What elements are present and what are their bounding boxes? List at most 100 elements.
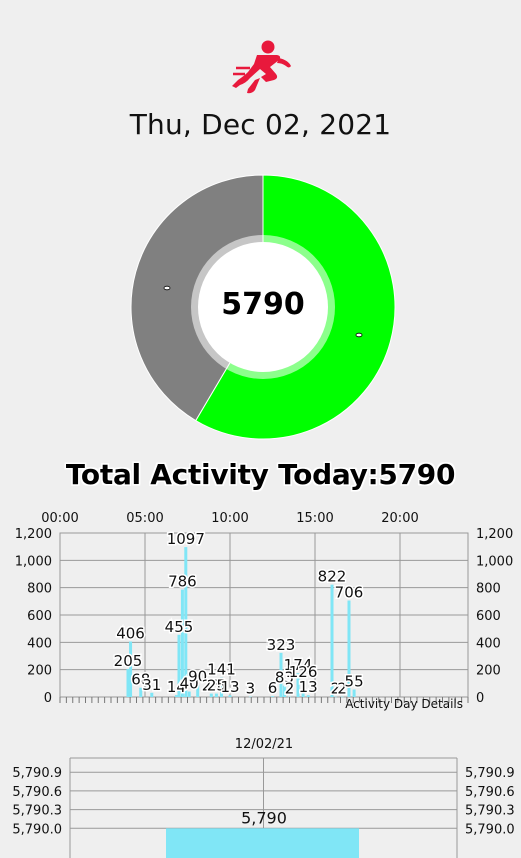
activity-bar (330, 584, 334, 697)
bar-value-label: 14 (167, 678, 186, 696)
y-tick-label-left: 1,200 (15, 527, 52, 542)
bar-value-label: 55 (345, 672, 364, 690)
bar-value-label: 786 (168, 573, 197, 591)
daily-total-bar-chart[interactable]: 12/02/21 5,790 5,790.0 5,790.05,790.3 5,79… (0, 735, 521, 858)
activity-bar (248, 696, 252, 698)
bar-value-label: 706 (335, 584, 364, 602)
bar-value-label: 126 (289, 663, 318, 681)
y-tick-label-left: 800 (27, 582, 52, 597)
chart-bars: 5,790 (166, 808, 359, 858)
bar-value-label: 455 (165, 618, 194, 636)
y-tick-label-left: 5,790.3 (12, 804, 62, 819)
y-tick-label-left: 5,790.0 (12, 822, 62, 837)
bar-value-label: 6 (268, 679, 278, 697)
activity-bar (333, 696, 337, 698)
chart-grid (59, 532, 469, 698)
donut-hole (198, 242, 328, 372)
y-tick-label-right: 5,790.0 (465, 822, 515, 837)
bar-value-label: 13 (299, 678, 318, 696)
bar-value-label: 68 (131, 671, 150, 689)
donut-center-value: 5790 (221, 287, 305, 322)
activity-bar (174, 695, 178, 697)
x-tick-label: 15:00 (296, 511, 333, 526)
chart-axes: 5,790.0 5,790.0 5,790.3 5,790.3 5,790.6 5,790… (12, 766, 514, 837)
y-tick-label-right: 1,200 (476, 527, 513, 542)
activity-bar (187, 691, 191, 697)
y-tick-label-left: 200 (27, 664, 52, 679)
y-tick-label-right: 400 (476, 636, 501, 651)
y-tick-label-left: 5,790.9 (12, 766, 62, 781)
activity-bar (196, 684, 200, 697)
activity-bar (129, 641, 133, 697)
segment-marker-completed (355, 332, 363, 338)
chart-title: 12/02/21 (235, 737, 293, 752)
bar-value-label: 2 (337, 680, 347, 698)
bar-value-label: 90 (188, 668, 207, 686)
activity-bar (340, 696, 344, 698)
bar-value-label: 2 (331, 680, 341, 698)
x-tick-label: 20:00 (381, 511, 418, 526)
bar-value-label: 2 (285, 680, 295, 698)
segment-marker-remaining (163, 285, 171, 291)
activity-bar (288, 696, 291, 698)
y-tick-label-right: 1,000 (476, 554, 513, 569)
bar-value-label: 174 (284, 656, 313, 674)
activity-donut-chart (130, 174, 396, 440)
activity-bar (228, 695, 232, 697)
x-tick-label: 00:00 (41, 511, 78, 526)
chart-description: Activity Day Details (345, 697, 463, 711)
activity-bar (220, 677, 223, 697)
bar-value-label: 406 (116, 625, 145, 643)
chart-bars (126, 547, 356, 698)
activity-bar (296, 673, 300, 697)
daily-total-bar (166, 828, 359, 858)
y-tick-label-right: 600 (476, 609, 501, 624)
bar-value-label: 205 (114, 652, 143, 670)
activity-bar (352, 689, 356, 697)
chart-axes: 0 0 200 200 400 400 600 600 800 800 1,000 1,000 1,20… (15, 511, 513, 706)
bar-value-label: 1097 (167, 530, 205, 548)
activity-bar (150, 692, 154, 697)
activity-bar (301, 679, 305, 697)
x-tick-label: 10:00 (211, 511, 248, 526)
y-tick-label-right: 5,790.9 (465, 766, 515, 781)
activity-bar (282, 685, 286, 697)
bar-value-label: 40 (180, 675, 199, 693)
activity-bar (209, 693, 213, 697)
bar-value-label: 3 (246, 680, 256, 698)
activity-bar (184, 547, 188, 697)
y-tick-label-right: 0 (476, 691, 484, 706)
activity-bar (214, 693, 218, 697)
y-tick-label-right: 5,790.3 (465, 804, 515, 819)
y-tick-label-right: 5,790.6 (465, 785, 515, 800)
activity-bar (126, 668, 130, 697)
y-tick-label-right: 200 (476, 664, 501, 679)
activity-bar (139, 687, 143, 697)
bar-value-label: 25 (207, 677, 226, 695)
activity-bar (271, 696, 274, 697)
chart-grid (69, 757, 458, 858)
y-tick-label-left: 0 (44, 691, 52, 706)
activity-bar (306, 695, 310, 697)
bar-value-label: 13 (220, 678, 239, 696)
bar-value-label: 83 (275, 669, 294, 687)
running-person-icon (232, 40, 291, 94)
y-tick-label-left: 600 (27, 609, 52, 624)
bar-value-label: 25 (202, 677, 221, 695)
y-tick-label-left: 1,000 (15, 554, 52, 569)
y-tick-label-right: 800 (476, 582, 501, 597)
bar-value-label: 822 (318, 568, 347, 586)
activity-bar (177, 634, 181, 697)
activity-bar (347, 600, 351, 697)
date-heading: Thu, Dec 02, 2021 (129, 108, 392, 141)
y-tick-label-left: 400 (27, 636, 52, 651)
total-activity-label: Total Activity Today:5790 (65, 458, 456, 491)
activity-bar (279, 652, 283, 697)
bar-value-label: 5,790 (241, 808, 287, 827)
bar-value-label: 323 (267, 636, 296, 654)
activity-bar (180, 589, 184, 697)
bar-value-label: 141 (207, 661, 236, 679)
y-tick-label-left: 5,790.6 (12, 785, 62, 800)
